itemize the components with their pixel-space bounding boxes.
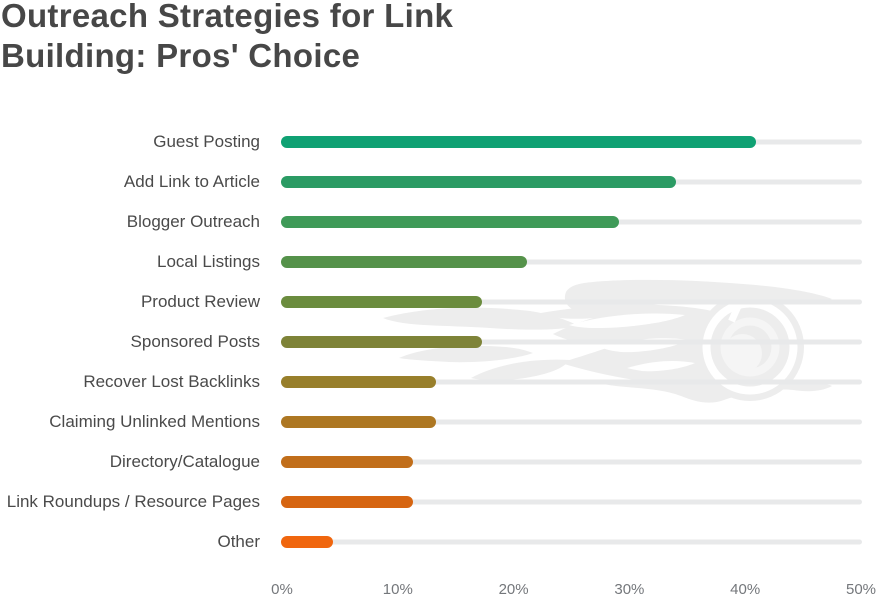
x-axis-tick-label: 40%: [730, 581, 761, 598]
bar-track: [281, 459, 862, 465]
bar-track: [281, 499, 862, 505]
x-axis-tick-label: 10%: [382, 581, 413, 598]
x-axis-tick-label: 30%: [614, 581, 645, 598]
bar-track: [281, 379, 862, 385]
category-label: Product Review: [140, 292, 260, 311]
chart-row: Product Review: [0, 282, 885, 322]
bar: [281, 496, 413, 508]
bar-track: [281, 419, 862, 425]
chart-row: Claiming Unlinked Mentions: [0, 402, 885, 442]
chart-row: Sponsored Posts: [0, 322, 885, 362]
category-label: Local Listings: [156, 252, 260, 271]
category-label: Link Roundups / Resource Pages: [6, 492, 260, 511]
category-label: Recover Lost Backlinks: [83, 372, 260, 391]
bar: [281, 336, 482, 348]
x-axis-tick-label: 50%: [845, 581, 877, 598]
category-label: Claiming Unlinked Mentions: [49, 412, 260, 431]
category-label: Blogger Outreach: [126, 212, 260, 231]
category-label: Other: [217, 532, 260, 551]
chart-title-line-1: Outreach Strategies for Link: [1, 0, 454, 34]
chart-row: Add Link to Article: [0, 162, 885, 202]
bar: [281, 456, 413, 468]
chart-row: Guest Posting: [0, 122, 885, 162]
bar: [281, 376, 436, 388]
x-axis-tick-label: 20%: [498, 581, 529, 598]
category-label: Directory/Catalogue: [109, 452, 260, 471]
category-label: Sponsored Posts: [130, 332, 260, 351]
bar: [281, 256, 528, 268]
x-axis: 0% 10% 20% 30% 40% 50%: [0, 581, 885, 603]
x-axis-tick-label: 0%: [271, 581, 293, 598]
bar: [281, 296, 482, 308]
category-label: Guest Posting: [153, 132, 260, 151]
chart-row: Blogger Outreach: [0, 202, 885, 242]
chart-row: Directory/Catalogue: [0, 442, 885, 482]
bar: [281, 536, 333, 548]
bar: [281, 416, 436, 428]
bar-track: [281, 539, 862, 545]
chart-row: Local Listings: [0, 242, 885, 282]
bar: [281, 176, 677, 188]
chart-row: Link Roundups / Resource Pages: [0, 482, 885, 522]
bar-track: [281, 259, 862, 265]
bar-track: [281, 299, 862, 305]
bar: [281, 136, 757, 148]
chart-row: Other: [0, 522, 885, 562]
bar-track: [281, 339, 862, 345]
chart-title-line-2: Building: Pros' Choice: [1, 37, 361, 74]
semrush-logo-watermark: [383, 279, 832, 403]
chart-title: Outreach Strategies for Link Building: Pr…: [1, 0, 453, 76]
category-label: Add Link to Article: [123, 172, 260, 191]
chart-row: Recover Lost Backlinks: [0, 362, 885, 402]
bar: [281, 216, 620, 228]
